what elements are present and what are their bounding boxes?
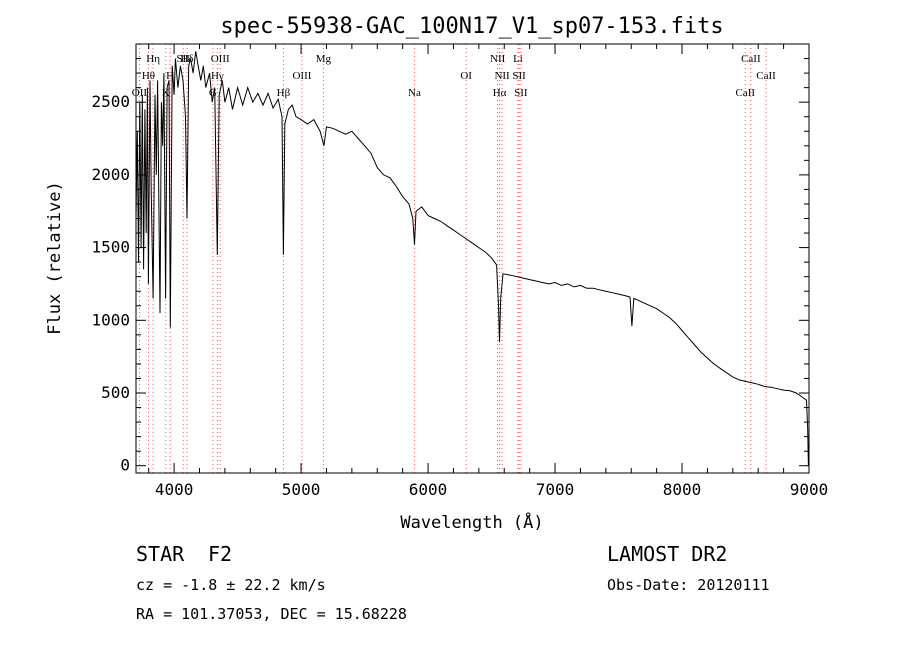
x-tick-label-4: 8000 — [663, 480, 702, 499]
x-tick-label-0: 4000 — [155, 480, 194, 499]
y-tick-label-4: 2000 — [91, 165, 130, 184]
object-class: STAR — [136, 542, 185, 566]
line-label-2: Hη — [146, 53, 160, 65]
line-label-13: Na — [408, 87, 421, 99]
x-axis-label: Wavelength (Å) — [400, 511, 543, 533]
observation-date: Obs-Date: 20120111 — [607, 576, 770, 594]
y-tick-label-5: 2500 — [91, 92, 130, 111]
line-label-10: Hβ — [277, 87, 291, 99]
line-label-23: CaII — [756, 70, 776, 82]
y-tick-label-0: 0 — [120, 456, 130, 475]
line-label-8: Hγ — [211, 70, 224, 82]
plot-frame — [135, 43, 810, 474]
x-tick-label-2: 6000 — [409, 480, 448, 499]
redshift-velocity: cz = -1.8 ± 22.2 km/s — [136, 576, 326, 594]
line-label-1: Hθ — [142, 70, 155, 82]
y-axis-label: Flux (relative) — [45, 181, 65, 335]
spectral-line-markers — [138, 44, 767, 473]
line-label-3: K — [162, 87, 170, 99]
line-label-19: SII — [512, 70, 526, 82]
line-label-11: OIII — [292, 70, 311, 82]
y-tick-label-2: 1000 — [91, 310, 130, 329]
x-tick-label-1: 5000 — [282, 480, 321, 499]
x-tick-label-3: 7000 — [536, 480, 575, 499]
x-tick-label-5: 9000 — [790, 480, 829, 499]
line-label-20: SII — [514, 87, 528, 99]
y-tick-label-3: 1500 — [91, 238, 130, 257]
coordinates: RA = 101.37053, DEC = 15.68228 — [136, 605, 407, 623]
line-label-21: CaII — [735, 87, 755, 99]
spectral-subclass: F2 — [208, 542, 232, 566]
y-tick-label-1: 500 — [101, 383, 130, 402]
line-label-12: Mg — [316, 53, 332, 65]
line-label-16: Hα — [493, 87, 507, 99]
line-label-6: Hδ — [180, 53, 193, 65]
line-label-4: H — [166, 70, 174, 82]
survey-name: LAMOST DR2 — [607, 542, 727, 566]
spectral-line-labels: OIIHθHηKHSIIHδGHγOIIIHβOIIIMgNaOINIIHαNI… — [132, 53, 776, 99]
line-label-0: OII — [132, 87, 148, 99]
chart-title: spec-55938-GAC_100N17_V1_sp07-153.fits — [220, 14, 723, 39]
line-label-7: G — [209, 87, 217, 99]
x-axis-ticks: 4000 5000 6000 7000 8000 9000 — [148, 44, 829, 499]
line-label-5: SII — [177, 53, 191, 65]
line-label-15: NII — [490, 53, 506, 65]
line-label-9: OIII — [211, 53, 230, 65]
line-label-17: NII — [494, 70, 510, 82]
y-axis-ticks: 0 500 1000 1500 2000 2500 — [91, 58, 809, 475]
line-label-22: CaII — [741, 53, 761, 65]
spectrum-line — [135, 51, 809, 466]
line-label-14: OI — [460, 70, 472, 82]
line-label-18: Li — [513, 53, 523, 65]
